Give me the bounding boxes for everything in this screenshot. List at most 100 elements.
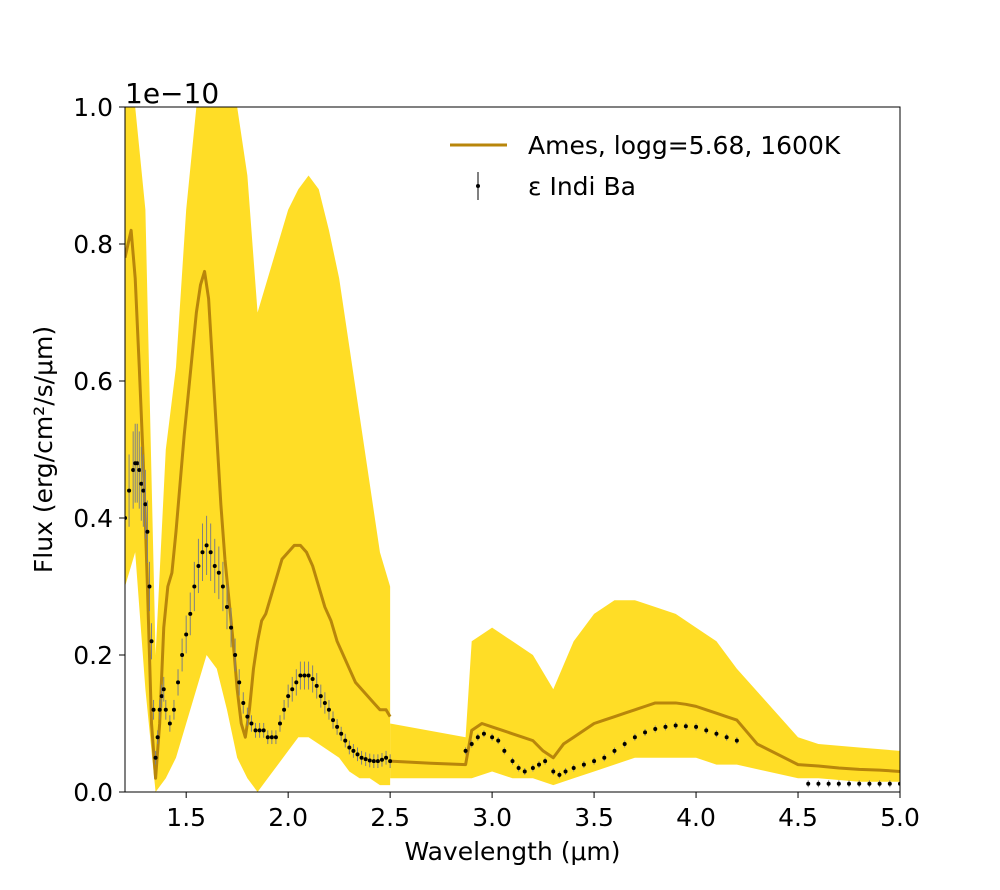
data-point <box>147 584 152 589</box>
data-point <box>469 742 474 747</box>
data-point <box>322 700 327 705</box>
data-point <box>318 694 323 699</box>
data-point <box>335 724 340 729</box>
plot-area <box>125 107 900 792</box>
legend-data-marker <box>476 184 480 188</box>
x-tick-label: 4.5 <box>778 803 818 832</box>
y-axis-offset-label: 1e−10 <box>125 77 219 110</box>
y-tick-label: 1.0 <box>73 93 113 122</box>
data-point <box>632 735 637 740</box>
data-point <box>363 757 368 762</box>
data-point <box>237 680 242 685</box>
plot-frame <box>124 106 901 793</box>
data-point <box>734 738 739 743</box>
data-point <box>151 707 156 712</box>
x-tick-label: 3.0 <box>472 803 512 832</box>
data-point <box>241 700 246 705</box>
data-point <box>163 707 168 712</box>
data-point <box>653 726 658 731</box>
data-point <box>516 766 521 771</box>
data-point <box>302 673 307 678</box>
data-point <box>510 759 515 764</box>
data-point <box>294 680 299 685</box>
data-point <box>481 731 486 736</box>
model-band-segment <box>390 600 900 786</box>
data-point <box>543 759 548 764</box>
data-point <box>384 755 389 760</box>
x-axis: 1.5 2.0 2.5 3.0 3.5 4.0 4.5 5.0 <box>166 792 920 832</box>
data-point <box>157 707 162 712</box>
data-point <box>273 735 278 740</box>
data-point <box>141 488 146 493</box>
data-point <box>388 759 393 764</box>
x-tick-label: 1.5 <box>166 803 206 832</box>
data-point <box>557 772 562 777</box>
data-point <box>475 735 480 740</box>
data-point <box>171 707 176 712</box>
data-point <box>694 724 699 729</box>
data-point <box>612 748 617 753</box>
data-point <box>836 781 841 786</box>
data-point <box>314 683 319 688</box>
data-point <box>229 625 234 630</box>
data-point <box>622 742 627 747</box>
model-line-segment <box>390 701 900 773</box>
data-point <box>310 676 315 681</box>
data-point <box>724 735 729 740</box>
observed-spectrum <box>125 423 900 788</box>
data-point <box>683 724 688 729</box>
model-uncertainty-band <box>125 107 900 792</box>
data-point <box>522 769 527 774</box>
data-point <box>343 738 348 743</box>
data-point <box>887 781 892 786</box>
data-point <box>643 730 648 735</box>
data-point <box>212 563 217 568</box>
y-tick-label: 0.6 <box>73 367 113 396</box>
data-point <box>867 781 872 786</box>
x-tick-label: 5.0 <box>880 803 920 832</box>
data-point <box>530 766 535 771</box>
data-point <box>290 687 295 692</box>
data-point <box>704 728 709 733</box>
data-point <box>233 653 238 657</box>
data-point <box>581 762 586 767</box>
data-point <box>196 563 201 568</box>
data-point <box>220 584 225 589</box>
data-point <box>257 728 262 733</box>
data-point <box>184 632 189 637</box>
data-point <box>269 735 274 740</box>
model-spectrum <box>125 228 900 780</box>
data-point <box>347 745 352 750</box>
data-point <box>161 687 166 692</box>
data-point <box>200 550 205 555</box>
data-point <box>224 605 229 610</box>
data-point <box>245 714 250 719</box>
data-point <box>490 735 495 740</box>
x-tick-label: 3.5 <box>574 803 614 832</box>
data-point <box>188 611 193 616</box>
data-point <box>563 769 568 774</box>
data-point <box>551 769 556 774</box>
data-point <box>180 653 185 657</box>
data-point <box>359 755 364 760</box>
data-point <box>145 529 150 534</box>
data-point <box>351 748 356 753</box>
legend-model-label: Ames, logg=5.68, 1600K <box>528 131 841 160</box>
data-point <box>167 721 172 726</box>
data-point <box>143 502 148 507</box>
data-point <box>253 728 258 733</box>
y-tick-label: 0.8 <box>73 230 113 259</box>
y-axis: 0.0 0.2 0.4 0.6 0.8 1.0 <box>73 93 125 807</box>
data-point <box>155 735 160 740</box>
data-point <box>139 481 144 486</box>
data-point <box>816 781 821 786</box>
data-point <box>135 461 140 466</box>
data-point <box>153 755 158 760</box>
data-point <box>286 694 291 699</box>
data-point <box>249 721 254 726</box>
data-point <box>282 707 287 712</box>
y-tick-label: 0.0 <box>73 778 113 807</box>
data-point <box>216 570 221 575</box>
data-point <box>192 584 197 589</box>
